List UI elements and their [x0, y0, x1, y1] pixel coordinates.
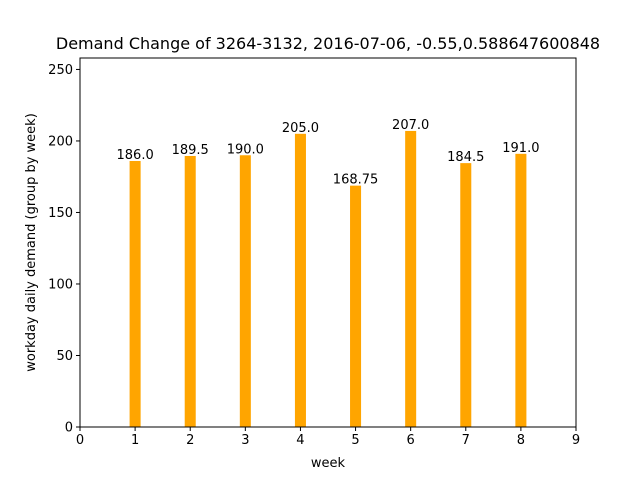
x-tick-label: 0: [76, 433, 84, 448]
y-tick-label: 150: [48, 206, 73, 221]
bar-week-2: [184, 155, 196, 427]
bar-value-label-week-4: 205.0: [282, 121, 319, 136]
x-tick-label: 9: [572, 433, 580, 448]
x-tick-label: 4: [296, 433, 304, 448]
bar-week-8: [515, 153, 527, 428]
x-tick-label: 3: [241, 433, 249, 448]
bar-value-label-week-3: 190.0: [227, 142, 264, 157]
plot-frame: [79, 57, 577, 428]
x-axis-label: week: [311, 456, 346, 471]
y-tick-label: 200: [48, 134, 73, 149]
bar-labels-layer: 186.0 189.5 190.0 205.0 168.75 207.0 184.5 191.…: [117, 118, 540, 188]
bar-week-1: [129, 160, 141, 427]
bar-value-label-week-2: 189.5: [172, 143, 209, 158]
x-tick-label: 2: [186, 433, 194, 448]
bar-value-label-week-5: 168.75: [333, 173, 379, 188]
x-tick-label: 8: [517, 433, 525, 448]
bar-week-5: [350, 185, 362, 427]
y-tick-label: 250: [48, 63, 73, 78]
chart-title: Demand Change of 3264-3132, 2016-07-06, …: [56, 34, 600, 53]
bar-value-label-week-6: 207.0: [392, 118, 429, 133]
bar-week-6: [405, 130, 417, 427]
bar-week-7: [460, 163, 472, 428]
bar-value-label-week-1: 186.0: [117, 148, 154, 163]
bar-value-label-week-8: 191.0: [502, 141, 539, 156]
y-tick-label: 0: [65, 421, 73, 436]
y-tick-label: 50: [56, 349, 73, 364]
x-tick-label: 5: [351, 433, 359, 448]
y-axis: 0 50 100 150 200 250: [48, 63, 80, 436]
x-tick-label: 6: [407, 433, 415, 448]
bar-value-label-week-7: 184.5: [447, 150, 484, 165]
x-tick-label: 7: [462, 433, 470, 448]
x-axis: 0 1 2 3 4 5 6 7 8 9: [76, 427, 580, 448]
y-axis-label: workday daily demand (group by week): [24, 113, 39, 372]
bar-week-3: [239, 155, 251, 428]
x-tick-label: 1: [131, 433, 139, 448]
y-tick-label: 100: [48, 277, 73, 292]
bar-week-4: [294, 133, 306, 428]
bars-layer: [129, 130, 527, 428]
